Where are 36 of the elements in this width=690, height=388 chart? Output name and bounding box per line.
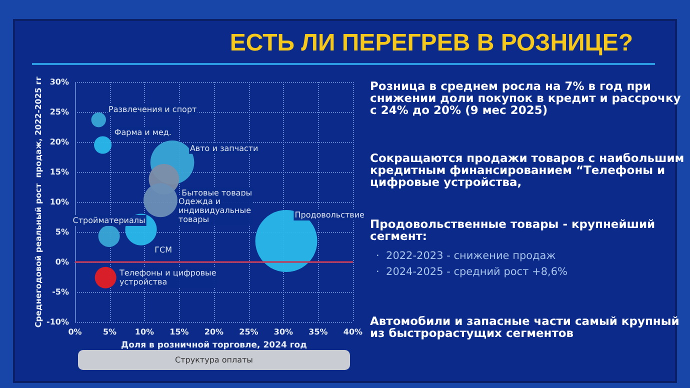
- annotation: Продовольствие: [294, 210, 365, 220]
- x-tick-label: 20%: [204, 328, 224, 336]
- y-axis-title: Среднегодовой реальный рост продаж, 2022-2025 гг: [34, 76, 44, 328]
- x-tick-label: 40%: [343, 328, 363, 336]
- y-tick-label: 10%: [50, 198, 69, 206]
- y-tick-label: 5%: [55, 228, 69, 236]
- annotation: Стройматериалы: [72, 216, 146, 225]
- annotation: Развлечения и спорт: [108, 104, 198, 114]
- annotation: Одежда и индивидуальные товары: [178, 196, 252, 224]
- annotation: ГСМ: [154, 246, 172, 255]
- annotation: Фарма и мед.: [114, 128, 172, 138]
- y-tick-label: -10%: [46, 318, 69, 326]
- x-tick-label: 25%: [239, 328, 258, 336]
- text: Продовольственные товары - крупнейший сегмент:: [370, 217, 656, 243]
- y-tick-label: 20%: [50, 138, 69, 146]
- x-tick-label: 30%: [274, 328, 294, 336]
- text: Розница в среднем росла на 7% в год при снижении доли покупок в кредит и рассрочку с 24% до 20% (9 мес 2025): [370, 79, 682, 117]
- x-axis-title: Доля в розничной торговле, 2024 год: [121, 340, 308, 350]
- annotation: Телефоны и цифровые устройства: [118, 268, 216, 287]
- x-tick-label: 0%: [68, 328, 82, 336]
- x-tick-label: 5%: [102, 328, 117, 336]
- x-tick-label: 10%: [134, 328, 154, 336]
- y-tick-label: 15%: [50, 168, 69, 176]
- y-tick-label: 0%: [55, 258, 69, 266]
- annotation: Бытовые товары: [182, 188, 252, 198]
- x-tick-label: 35%: [308, 328, 328, 336]
- y-tick-label: 25%: [50, 108, 69, 116]
- text: · 2022-2023 - снижение продаж · 2024-2025 - средний рост +8,6%: [376, 250, 568, 278]
- y-tick-label: 30%: [50, 78, 69, 86]
- y-tick-label: -5%: [52, 288, 69, 296]
- text: Структура оплаты: [175, 356, 253, 364]
- x-tick-label: 15%: [170, 328, 189, 336]
- text: ЕСТЬ ЛИ ПЕРЕГРЕВ В РОЗНИЦЕ?: [230, 30, 634, 56]
- annotation: Авто и запчасти: [190, 144, 258, 153]
- text: Автомобили и запасные части самый крупный из быстрорастущих сегментов: [370, 314, 680, 340]
- text: Сокращаются продажи товаров с наибольшим кредитным финансированием “Телефоны и цифровые устройства,: [370, 151, 684, 189]
